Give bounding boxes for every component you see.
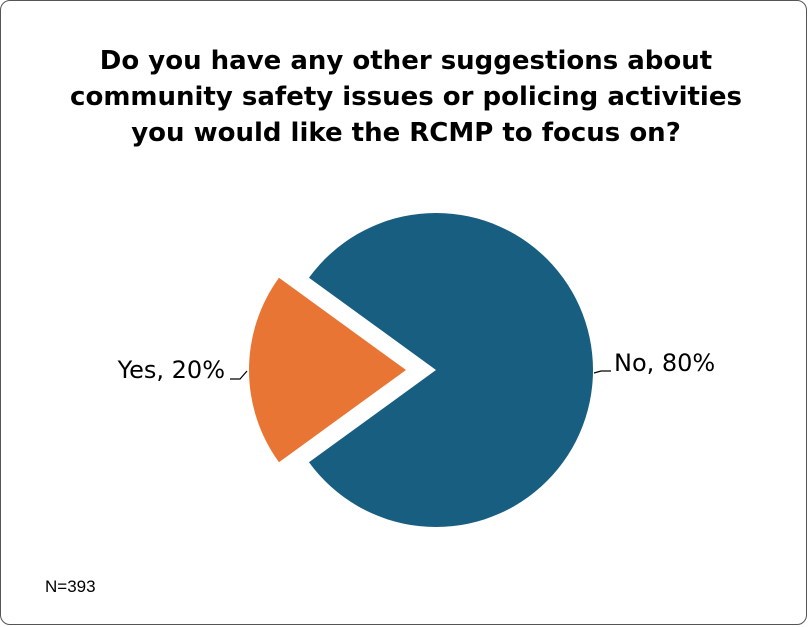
- chart-title-line-3: you would like the RCMP to focus on?: [131, 118, 681, 148]
- pie-slice-no: [308, 213, 593, 527]
- slice-label-no: No, 80%: [614, 349, 715, 377]
- slice-label-yes: Yes, 20%: [117, 356, 225, 384]
- sample-size-note: N=393: [45, 577, 96, 596]
- chart-title-line-1: Do you have any other suggestions about: [99, 46, 713, 76]
- pie-slice-yes: [248, 277, 406, 463]
- chart-title-line-2: community safety issues or policing acti…: [70, 82, 742, 112]
- chart-title: Do you have any other suggestions about …: [61, 43, 751, 151]
- leader-line-no: [593, 370, 611, 374]
- leader-line-yes: [230, 370, 248, 380]
